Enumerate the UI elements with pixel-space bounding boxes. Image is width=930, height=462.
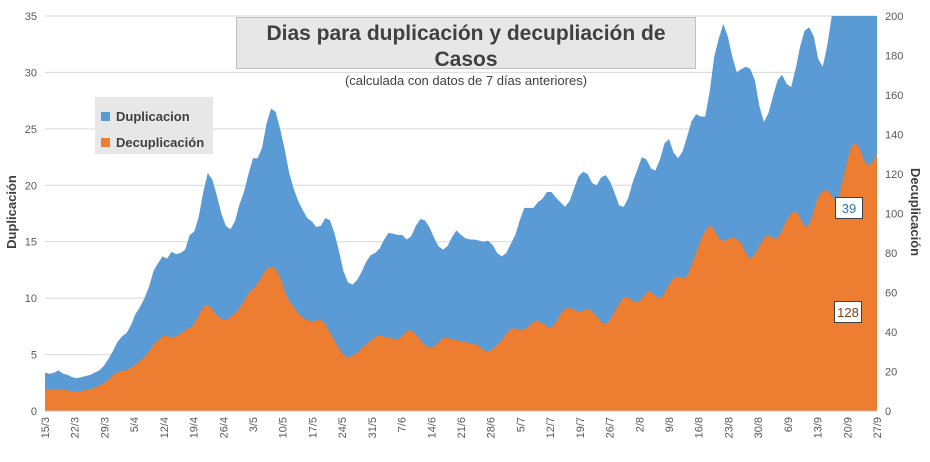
legend-label-decuplicacion: Decuplicación: [116, 134, 205, 150]
x-tick-label: 13/9: [813, 417, 825, 438]
y-left-tick-label: 0: [31, 406, 37, 418]
x-tick-label: 19/7: [575, 417, 587, 438]
y-right-tick-label: 20: [885, 367, 897, 379]
y-right-tick-label: 120: [885, 169, 903, 181]
areas: [45, 16, 877, 412]
y-right-tick-label: 160: [885, 90, 903, 102]
x-tick-label: 28/6: [486, 417, 498, 438]
y-right-ticks: 0 20 40 60 80 100 120 140 160 180 200: [885, 11, 903, 418]
x-tick-label: 20/9: [842, 417, 854, 438]
legend-label-duplicacion: Duplicacion: [116, 108, 190, 124]
chart-subtitle: (calculada con datos de 7 días anteriore…: [344, 73, 588, 88]
chart-title: Dias para duplicación y decupliación de …: [266, 22, 666, 71]
x-tick-label: 21/6: [456, 417, 468, 438]
y-right-tick-label: 140: [885, 130, 903, 142]
y-right-tick-label: 200: [885, 11, 903, 23]
y-right-tick-label: 0: [885, 406, 891, 418]
x-tick-label: 30/8: [753, 417, 765, 438]
data-label-decuplicacion: 128: [834, 301, 862, 323]
legend-swatch-duplicacion: [101, 111, 110, 121]
x-tick-label: 6/9: [783, 417, 795, 432]
x-tick-label: 12/4: [159, 417, 171, 438]
y-right-title: Decuplicación: [908, 168, 923, 256]
y-left-title: Duplicación: [4, 175, 19, 249]
x-tick-label: 17/5: [307, 417, 319, 438]
x-tick-label: 2/8: [634, 417, 646, 432]
legend-item-decuplicacion: Decuplicación: [101, 129, 213, 155]
chart-title-box: Dias para duplicación y decupliación de …: [236, 17, 696, 88]
y-left-ticks: 0 5 10 15 20 25 30 35: [25, 11, 37, 418]
x-tick-label: 5/7: [515, 417, 527, 432]
x-tick-label: 29/3: [99, 417, 111, 438]
y-right-tick-label: 180: [885, 51, 903, 63]
area-decuplicacion: [45, 142, 877, 411]
y-right-tick-label: 60: [885, 288, 897, 300]
legend-swatch-decuplicacion: [101, 137, 110, 147]
x-tick-label: 14/6: [426, 417, 438, 438]
x-tick-label: 24/5: [337, 417, 349, 438]
x-tick-label: 10/5: [278, 417, 290, 438]
x-ticks: 15/3 22/3 29/3 5/4 12/4 19/4 26/4 3/5 10/5 17/5 24…: [40, 417, 884, 438]
x-tick-label: 31/5: [367, 417, 379, 438]
y-right-tick-label: 40: [885, 327, 897, 339]
x-tick-label: 19/4: [189, 417, 201, 438]
data-label-duplicacion: 39: [835, 197, 863, 219]
x-tick-label: 27/9: [872, 417, 884, 438]
x-tick-label: 5/4: [129, 417, 141, 432]
legend-item-duplicacion: Duplicacion: [101, 103, 213, 129]
y-left-tick-label: 20: [25, 180, 37, 192]
y-left-tick-label: 30: [25, 67, 37, 79]
x-tick-label: 3/5: [248, 417, 260, 432]
legend: Duplicacion Decuplicación: [95, 97, 213, 154]
x-tick-label: 12/7: [545, 417, 557, 438]
x-tick-label: 22/3: [70, 417, 82, 438]
x-tick-label: 16/8: [694, 417, 706, 438]
y-left-tick-label: 10: [25, 293, 37, 305]
x-tick-label: 7/6: [397, 417, 409, 432]
x-tick-label: 26/4: [218, 417, 230, 438]
x-tick-label: 15/3: [40, 417, 52, 438]
x-tick-label: 26/7: [605, 417, 617, 438]
y-left-tick-label: 15: [25, 237, 37, 249]
x-tick-label: 9/8: [664, 417, 676, 432]
y-left-tick-label: 25: [25, 124, 37, 136]
y-right-tick-label: 100: [885, 209, 903, 221]
y-right-tick-label: 80: [885, 248, 897, 260]
y-left-tick-label: 35: [25, 11, 37, 23]
y-left-tick-label: 5: [31, 350, 37, 362]
x-tick-label: 23/8: [723, 417, 735, 438]
